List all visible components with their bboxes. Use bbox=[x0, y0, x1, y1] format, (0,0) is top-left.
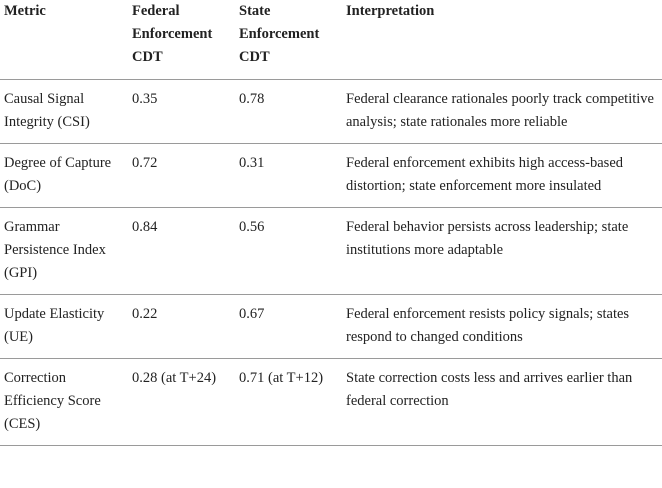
header-cell: Interpretation bbox=[342, 0, 662, 80]
table-cell: 0.31 bbox=[235, 143, 342, 208]
table-row: Correction Efficiency Score (CES) 0.28 (a… bbox=[0, 358, 662, 446]
table-row: Grammar Persistence Index (GPI) 0.84 0.56 F… bbox=[0, 207, 662, 295]
header-cell: State Enforcement CDT bbox=[235, 0, 342, 80]
header-row: Metric Federal Enforcement CDT State Enfor… bbox=[0, 0, 662, 80]
table-cell: Degree of Capture (DoC) bbox=[0, 143, 128, 208]
table-body: Causal Signal Integrity (CSI) 0.35 0.78 Fed… bbox=[0, 79, 662, 446]
table-cell: 0.35 bbox=[128, 79, 235, 144]
table-cell: 0.84 bbox=[128, 207, 235, 295]
header-cell: Federal Enforcement CDT bbox=[128, 0, 235, 80]
header-cell: Metric bbox=[0, 0, 128, 80]
table-cell: State correction costs less and arrives … bbox=[342, 358, 662, 446]
table-cell: 0.71 (at T+12) bbox=[235, 358, 342, 446]
table-cell: Federal enforcement resists policy signa… bbox=[342, 294, 662, 359]
table-cell: Federal clearance rationales poorly trac… bbox=[342, 79, 662, 144]
table-header: Metric Federal Enforcement CDT State Enfor… bbox=[0, 0, 662, 80]
table-cell: 0.28 (at T+24) bbox=[128, 358, 235, 446]
table-cell: Correction Efficiency Score (CES) bbox=[0, 358, 128, 446]
table-cell: Update Elasticity (UE) bbox=[0, 294, 128, 359]
table-cell: Federal enforcement exhibits high access… bbox=[342, 143, 662, 208]
table-row: Degree of Capture (DoC) 0.72 0.31 Federal e… bbox=[0, 143, 662, 208]
table-cell: 0.78 bbox=[235, 79, 342, 144]
table-cell: 0.22 bbox=[128, 294, 235, 359]
table-cell: 0.56 bbox=[235, 207, 342, 295]
table-cell: 0.72 bbox=[128, 143, 235, 208]
table-row: Causal Signal Integrity (CSI) 0.35 0.78 Fed… bbox=[0, 79, 662, 144]
table-cell: Grammar Persistence Index (GPI) bbox=[0, 207, 128, 295]
table-row: Update Elasticity (UE) 0.22 0.67 Federal en… bbox=[0, 294, 662, 359]
table-cell: Federal behavior persists across leaders… bbox=[342, 207, 662, 295]
table-cell: 0.67 bbox=[235, 294, 342, 359]
comparison-table: Metric Federal Enforcement CDT State Enfor… bbox=[0, 0, 662, 446]
table-cell: Causal Signal Integrity (CSI) bbox=[0, 79, 128, 144]
